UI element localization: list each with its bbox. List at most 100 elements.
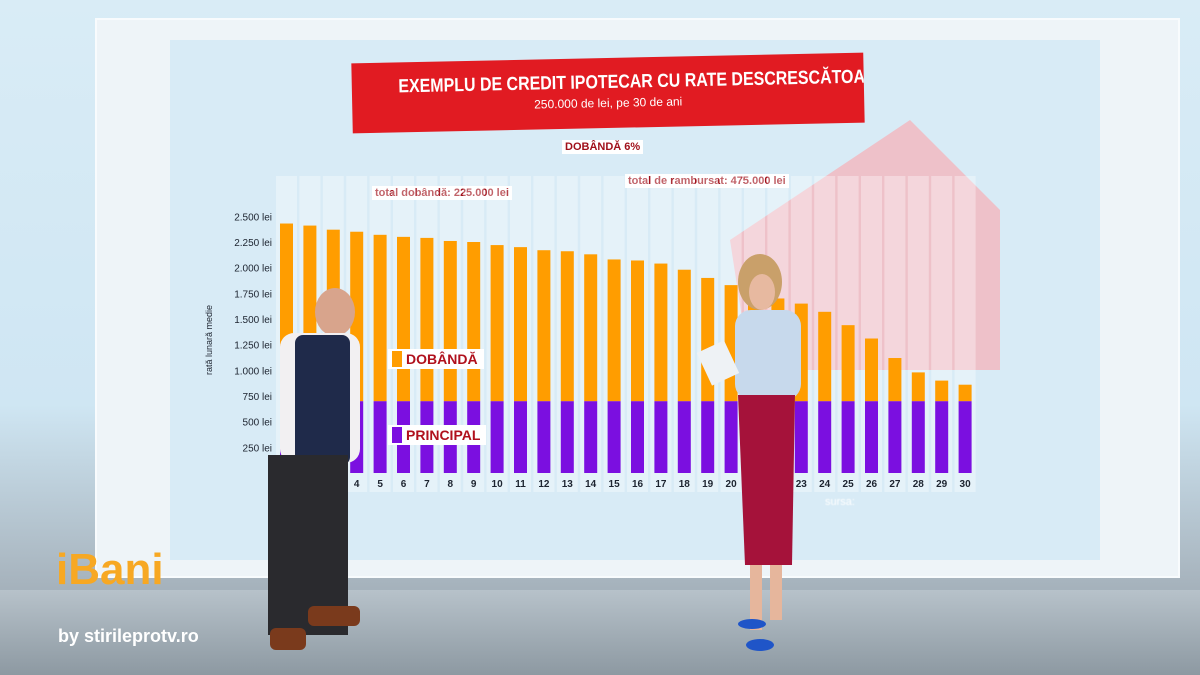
bar-principal	[748, 401, 761, 473]
x-tick-label: 12	[538, 479, 550, 490]
bar-interest	[724, 285, 738, 402]
y-tick-label: 1.500 lei	[234, 315, 272, 326]
x-tick-label: 30	[960, 479, 972, 490]
bar-interest	[865, 338, 878, 402]
bar-principal	[607, 401, 621, 473]
bar-interest	[677, 269, 691, 402]
bar-principal	[490, 401, 504, 473]
interest-rate-label: DOBÂNDĂ 6%	[562, 140, 644, 154]
y-tick-label: 1.250 lei	[234, 341, 272, 352]
bar-principal	[584, 401, 598, 473]
y-tick-label: 2.250 lei	[234, 238, 272, 249]
bar-principal	[818, 401, 832, 473]
bar-interest	[467, 242, 481, 402]
y-tick-label: 2.000 lei	[234, 264, 272, 275]
bar-principal	[771, 401, 785, 473]
x-tick-label: 5	[377, 479, 383, 490]
bar-interest	[935, 380, 949, 402]
bar-interest	[443, 240, 457, 402]
x-tick-label: 20	[726, 479, 738, 490]
bar-interest	[280, 223, 293, 402]
y-tick-label: 500 lei	[243, 418, 272, 429]
bar-interest	[303, 225, 317, 402]
bar-principal	[841, 401, 855, 473]
studio-floor	[0, 590, 1200, 675]
x-tick-label: 13	[562, 479, 574, 490]
bar-interest	[607, 259, 621, 402]
x-tick-label: 29	[936, 479, 948, 490]
total-repay-label: total de rambursat: 475.000 lei	[625, 174, 789, 188]
x-tick-label: 27	[889, 479, 901, 490]
bar-interest	[397, 236, 410, 402]
bar-principal	[560, 401, 574, 473]
bar-principal	[537, 401, 551, 473]
bar-interest	[771, 298, 785, 402]
x-tick-label: 25	[843, 479, 855, 490]
x-tick-label: 16	[632, 479, 644, 490]
bar-interest	[537, 250, 551, 402]
bar-principal	[514, 401, 527, 473]
bar-interest	[958, 384, 972, 402]
bar-interest	[326, 229, 340, 402]
y-tick-label: 2.500 lei	[234, 212, 272, 223]
total-interest-label: total dobândă: 225.000 lei	[372, 186, 512, 200]
x-tick-label: 24	[819, 479, 831, 490]
bar-interest	[350, 231, 364, 402]
bar-principal	[326, 401, 340, 473]
y-tick-label: 1.000 lei	[234, 366, 272, 377]
x-tick-label: 21	[749, 479, 761, 490]
x-tick-label: 2	[307, 479, 313, 490]
x-tick-label: 19	[702, 479, 714, 490]
bar-principal	[701, 401, 715, 473]
x-tick-label: 15	[609, 479, 621, 490]
y-tick-label: 250 lei	[243, 443, 272, 454]
x-tick-label: 11	[515, 479, 526, 490]
bar-interest	[420, 237, 434, 402]
bar-principal	[958, 401, 972, 473]
bar-interest	[841, 325, 855, 402]
bar-principal	[631, 401, 644, 473]
legend-swatch-interest	[392, 351, 402, 367]
legend-swatch-principal	[392, 427, 402, 443]
y-tick-label: 1.750 lei	[234, 289, 272, 300]
x-tick-label: 10	[492, 479, 504, 490]
legend-interest: DOBÂNDĂ	[388, 349, 484, 369]
bar-principal	[911, 401, 925, 473]
bar-interest	[701, 277, 715, 402]
bar-interest	[818, 311, 832, 402]
x-tick-label: 18	[679, 479, 691, 490]
bar-principal	[350, 401, 364, 473]
bar-interest	[560, 251, 574, 402]
bar-principal	[794, 401, 808, 473]
x-tick-label: 6	[401, 479, 407, 490]
bar-interest	[911, 372, 925, 402]
ibani-logo: iBani	[56, 545, 164, 594]
bar-interest	[794, 303, 808, 402]
x-tick-label: 7	[424, 479, 430, 490]
bar-interest	[888, 358, 902, 402]
legend-label-interest: DOBÂNDĂ	[406, 351, 478, 367]
bar-interest	[373, 234, 387, 402]
x-tick-label: 23	[796, 479, 808, 490]
bar-interest	[490, 245, 504, 402]
bar-interest	[514, 247, 527, 402]
bar-interest	[654, 263, 668, 402]
y-tick-label: 750 lei	[243, 392, 272, 403]
logo-byline: by stirileprotv.ro	[58, 626, 199, 646]
x-tick-label: 22	[772, 479, 784, 490]
bar-principal	[865, 401, 878, 473]
bar-principal	[280, 401, 293, 473]
legend-label-principal: PRINCIPAL	[406, 427, 481, 443]
bar-principal	[677, 401, 691, 473]
x-tick-label: 3	[331, 479, 337, 490]
bar-interest	[631, 260, 644, 402]
bar-principal	[373, 401, 387, 473]
bar-interest	[748, 293, 761, 402]
bar-principal	[888, 401, 902, 473]
x-tick-label: 4	[354, 479, 360, 490]
x-tick-label: 26	[866, 479, 878, 490]
x-tick-label: 8	[448, 479, 454, 490]
y-axis-label: rată lunară medie	[204, 305, 214, 375]
bar-interest	[584, 254, 598, 402]
